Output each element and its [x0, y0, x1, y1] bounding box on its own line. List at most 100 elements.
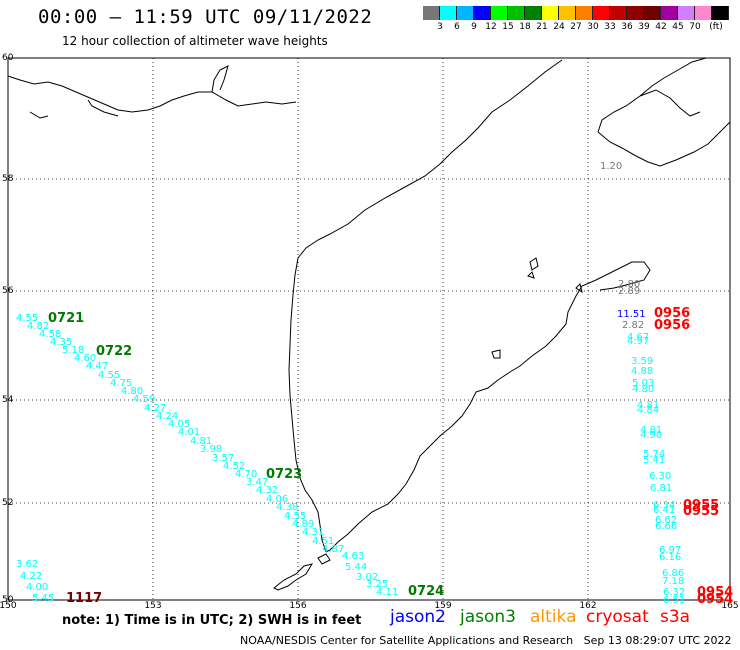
wave-height-value: 4.31	[302, 527, 325, 538]
units-note: note: 1) Time is in UTC; 2) SWH is in fe…	[62, 613, 362, 628]
wave-height-value: 4.35	[50, 337, 73, 348]
color-swatch	[457, 6, 474, 20]
color-swatch	[542, 6, 559, 20]
color-scale-label: 36	[621, 22, 633, 32]
graticule-grid	[8, 58, 730, 600]
wave-height-value: 4.80	[632, 384, 655, 395]
wave-height-value: 4.59	[133, 394, 156, 405]
coastline	[7, 57, 731, 591]
color-scale-label: 6	[454, 22, 460, 32]
wave-height-value: 6.16	[659, 552, 682, 563]
wave-height-value: 5.45	[32, 593, 55, 604]
pass-time-label: 0721	[48, 311, 85, 326]
wave-height-value: 4.58	[39, 329, 62, 340]
wave-height-value: 4.06	[266, 494, 289, 505]
pass-time-label: 0955	[683, 498, 720, 513]
wave-height-value: 4.82	[27, 321, 50, 332]
latitude-label: 58	[2, 174, 14, 184]
wave-height-value: 4.55	[16, 313, 39, 324]
color-swatch	[423, 6, 440, 20]
wave-height-value: 6.51	[663, 595, 686, 606]
color-swatch	[627, 6, 644, 20]
wave-height-value: 4.67	[627, 332, 650, 343]
color-scale-label: 18	[519, 22, 531, 32]
color-swatch	[576, 6, 593, 20]
wave-height-value: 3.47	[246, 477, 269, 488]
wave-height-value: 4.27	[144, 403, 167, 414]
color-swatch	[712, 6, 729, 20]
wave-height-value: 6.30	[649, 471, 672, 482]
wave-height-value: 4.90	[640, 430, 663, 441]
pass-time-label: 0954	[697, 585, 734, 600]
pass-time-label: 0954	[697, 592, 734, 607]
longitude-label: 150	[0, 601, 17, 611]
color-scale-label: (ft)	[709, 22, 723, 32]
wave-height-value: 4.80	[121, 386, 144, 397]
wave-height-value: 3.57	[212, 453, 235, 464]
map-frame	[7, 57, 731, 601]
wave-height-value: 6.86	[662, 568, 685, 579]
wave-height-value: 4.89	[292, 519, 315, 530]
latitude-label: 50	[2, 595, 14, 605]
pass-time-label: 0955	[683, 504, 720, 519]
satellite-legend-s3a: s3a	[660, 607, 691, 627]
wave-height-value: 4.63	[342, 551, 365, 562]
wave-height-value: 3.02	[356, 572, 379, 583]
pass-time-label: 0722	[96, 344, 133, 359]
color-swatch	[491, 6, 508, 20]
wave-height-value: 4.00	[26, 582, 49, 593]
color-swatch	[661, 6, 678, 20]
color-swatch	[474, 6, 491, 20]
credit-footer: NOAA/NESDIS Center for Satellite Applica…	[240, 634, 732, 647]
color-scale-label: 27	[570, 22, 582, 32]
wave-height-value: 6.34	[653, 500, 676, 511]
longitude-label: 162	[579, 601, 597, 611]
map-title: 00:00 – 11:59 UTC 09/11/2022	[38, 6, 373, 28]
wave-height-value: 2.89	[618, 286, 641, 297]
wave-height-value: 4.32	[256, 485, 279, 496]
wave-height-value: 4.97	[627, 336, 650, 347]
wave-height-value: 7.18	[662, 576, 685, 587]
wave-height-value: 5.44	[345, 562, 368, 573]
wave-height-value: 4.81	[640, 425, 663, 436]
wave-height-value: 4.81	[637, 400, 660, 411]
wave-height-value: 4.05	[168, 419, 191, 430]
wave-height-value: 3.98	[200, 444, 223, 455]
color-swatch	[525, 6, 542, 20]
wave-height-value: 4.55	[98, 370, 121, 381]
wave-height-value: 5.18	[62, 345, 85, 356]
satellite-legend-cryosat: cryosat	[586, 607, 649, 627]
wave-height-value: 6.81	[650, 483, 673, 494]
wave-height-value: 4.88	[631, 366, 654, 377]
color-scale-label: 45	[672, 22, 684, 32]
latitude-label: 54	[2, 395, 14, 405]
wave-height-value: 4.11	[376, 587, 399, 598]
color-swatch	[610, 6, 627, 20]
color-scale-label: 33	[604, 22, 616, 32]
longitude-label: 153	[144, 601, 162, 611]
wave-height-value: 6.66	[655, 521, 678, 532]
latitude-label: 60	[2, 53, 14, 63]
color-scale-label: 15	[502, 22, 514, 32]
color-scale-label: 21	[536, 22, 548, 32]
pass-time-label: 0956	[654, 318, 691, 333]
wave-height-value: 2.82	[622, 320, 645, 331]
color-scale-label: 24	[553, 22, 565, 32]
wave-height-value: 3.59	[631, 356, 654, 367]
satellite-legend-jason2: jason2	[390, 607, 446, 627]
wave-height-value: 11.51	[617, 309, 646, 320]
color-scale-label: 42	[655, 22, 667, 32]
wave-height-value: 6.97	[659, 545, 682, 556]
wave-height-value: 4.47	[86, 361, 109, 372]
color-swatch	[695, 6, 712, 20]
wave-height-value: 6.62	[655, 515, 678, 526]
map-subtitle: 12 hour collection of altimeter wave hei…	[62, 34, 328, 48]
color-scale-label: 9	[471, 22, 477, 32]
wave-height-value: 3.62	[16, 559, 39, 570]
color-swatch	[678, 6, 695, 20]
wave-height-value: 4.38	[276, 502, 299, 513]
wave-height-value: 5.41	[643, 455, 666, 466]
color-scale-label: 70	[689, 22, 701, 32]
wave-height-value: 6.41	[653, 505, 676, 516]
